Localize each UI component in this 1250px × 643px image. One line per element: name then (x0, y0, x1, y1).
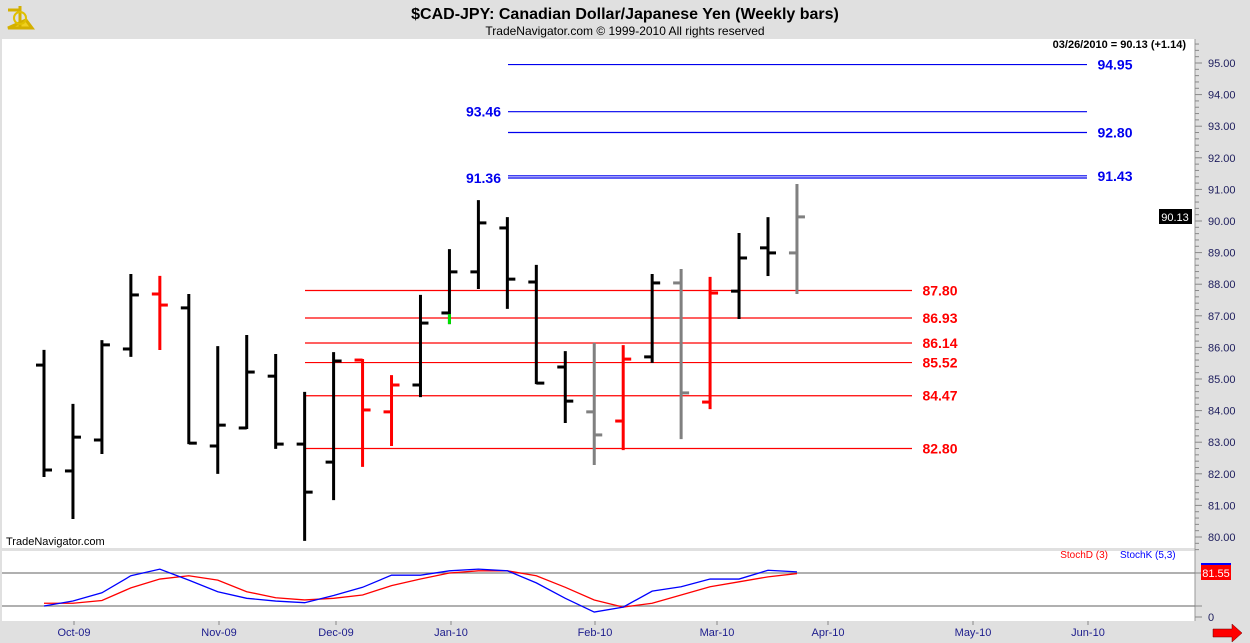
chart-title: $CAD-JPY: Canadian Dollar/Japanese Yen (… (411, 6, 839, 23)
level-label: 82.80 (922, 441, 957, 457)
red-arrow-right-icon[interactable] (1212, 623, 1243, 643)
axis-label: 86.00 (1208, 342, 1236, 354)
level-label: 86.93 (922, 310, 957, 326)
level-label: 84.47 (922, 388, 957, 404)
stochk-line (43, 568, 797, 613)
stochd-line (44, 570, 798, 608)
price-bar (354, 358, 371, 467)
stoch-panel (2, 551, 1195, 621)
price-bar (180, 293, 197, 445)
watermark: TradeNavigator.com (6, 536, 105, 548)
level-label: 91.36 (466, 170, 501, 186)
price-bar (267, 353, 284, 449)
time-label: Apr-10 (811, 627, 844, 639)
price-bar (586, 342, 603, 466)
last-price-label: 90.13 (1161, 212, 1189, 224)
stoch-last-box: 81.55 (1201, 563, 1231, 580)
time-label: Dec-09 (318, 627, 353, 639)
price-bar (644, 274, 661, 363)
last-readout: 03/26/2010 = 90.13 (+1.14) (1053, 39, 1187, 51)
copyright: TradeNavigator.com © 1999-2010 All right… (485, 24, 764, 38)
price-bar (528, 264, 545, 385)
price-bar (122, 274, 139, 357)
axis-label: 82.00 (1208, 469, 1236, 481)
time-label: Mar-10 (700, 627, 735, 639)
time-axis: Oct-09 Nov-09 Dec-09 Jan-10 Feb-10 Mar-10 Apr-… (57, 621, 1105, 639)
price-bar (412, 294, 429, 398)
level-label: 85.52 (922, 355, 957, 371)
stochastic (2, 568, 1202, 618)
level-label: 94.95 (1097, 57, 1132, 73)
time-label: Jan-10 (434, 627, 468, 639)
price-bar (557, 351, 574, 423)
axis-label: 87.00 (1208, 311, 1236, 323)
level-label: 92.80 (1097, 125, 1132, 141)
price-bar (441, 249, 458, 325)
price-bar (151, 275, 168, 350)
level-label: 93.46 (466, 104, 501, 120)
price-bar (238, 335, 255, 430)
axis-label: 88.00 (1208, 279, 1236, 291)
price-bar (296, 391, 313, 541)
price-bar (470, 200, 487, 289)
axis-label: 92.00 (1208, 153, 1236, 165)
time-label: Nov-09 (201, 627, 236, 639)
price-bar (615, 345, 632, 451)
price-bar (788, 183, 805, 295)
axis-label: 81.00 (1208, 500, 1236, 512)
axis-label: 95.00 (1208, 58, 1236, 70)
time-label: Jun-10 (1071, 627, 1105, 639)
price-bar (499, 217, 516, 309)
price-bar (383, 375, 400, 447)
level-label: 86.14 (922, 335, 957, 351)
axis-label: 93.00 (1208, 121, 1236, 133)
price-bar (209, 346, 226, 474)
axis-label: 90.00 (1208, 216, 1236, 228)
last-price-box: 90.13 (1159, 209, 1192, 224)
price-bar (325, 352, 342, 501)
price-panel (2, 39, 1195, 548)
time-label: Oct-09 (57, 627, 90, 639)
price-bar (36, 349, 52, 478)
axis-label: 89.00 (1208, 248, 1236, 260)
sextant-icon (7, 6, 35, 30)
time-label: Feb-10 (578, 627, 613, 639)
price-bar (64, 403, 81, 520)
price-bar (760, 217, 776, 277)
levels: 94.95 93.46 92.80 91.43 91.36 87.80 86.93 86.14… (305, 57, 1133, 457)
price-bars (36, 183, 805, 541)
time-label: May-10 (955, 627, 992, 639)
price-bar (731, 232, 748, 320)
axis-label: 94.00 (1208, 90, 1236, 102)
axis-label: 83.00 (1208, 437, 1236, 449)
axis-label: 91.00 (1208, 184, 1236, 196)
price-bar (93, 340, 110, 454)
level-label: 87.80 (922, 283, 957, 299)
price-bar (702, 276, 719, 410)
logo (7, 6, 35, 30)
legend-stochk: StochK (5,3) (1120, 550, 1176, 561)
axis-label: 85.00 (1208, 374, 1236, 386)
axis-label: 84.00 (1208, 406, 1236, 418)
price-bar (673, 268, 690, 440)
level-label: 91.43 (1097, 168, 1132, 184)
stoch-last-label: 81.55 (1202, 568, 1230, 580)
price-axis: 95.00 94.00 93.00 92.00 91.00 90.00 89.00 88.00… (1195, 43, 1236, 551)
legend-stochd: StochD (3) (1060, 550, 1108, 561)
stoch-zero-label: 0 (1208, 612, 1214, 624)
axis-label: 80.00 (1208, 532, 1236, 544)
